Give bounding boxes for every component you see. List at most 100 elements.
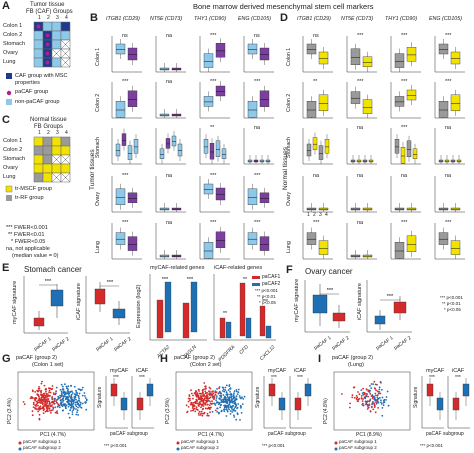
h-point — [190, 392, 193, 395]
i-point — [370, 406, 373, 409]
g-point — [37, 401, 39, 404]
i-point — [381, 414, 384, 417]
d-tick-3: 4 — [325, 212, 328, 218]
h-point — [219, 406, 222, 409]
d-sig-4-0: *** — [313, 220, 320, 226]
d-box — [450, 51, 461, 65]
g-point — [71, 400, 73, 402]
h-box — [304, 383, 312, 397]
i-point — [373, 403, 376, 406]
i-point — [356, 396, 359, 399]
b-box — [215, 231, 226, 249]
h-point — [218, 412, 220, 415]
d-gene-2: THY1 (CD90) — [385, 16, 418, 22]
g-point — [48, 408, 51, 410]
panel-e-title: Stomach cancer — [24, 265, 82, 274]
h-point — [211, 400, 213, 403]
h-point — [200, 403, 203, 406]
h-point — [194, 402, 197, 405]
h-point — [202, 401, 205, 404]
b-sig-1-2: *** — [210, 79, 217, 85]
h-point — [233, 408, 236, 410]
b-box — [115, 100, 126, 118]
h-point — [212, 392, 215, 395]
h-point — [233, 416, 236, 418]
svg-text:***: *** — [262, 299, 268, 305]
h-point — [223, 406, 226, 409]
g-point — [34, 407, 37, 410]
legend-msc-label: CAF group with MSC properties — [15, 73, 68, 86]
h-point — [192, 401, 195, 404]
panel-c-row-colon2: Colon 2 — [3, 147, 23, 153]
g-point — [73, 399, 75, 402]
h-point — [233, 400, 236, 403]
legend-msc-swatch — [6, 73, 12, 79]
i-point — [381, 396, 384, 399]
note-na: na, not applicable — [6, 246, 50, 252]
h-point — [222, 388, 225, 391]
b-sig-2-3: na — [254, 125, 261, 131]
g-point — [81, 402, 84, 405]
g-point — [70, 393, 73, 396]
i-point — [353, 396, 356, 399]
h-point — [229, 391, 232, 393]
g-point — [55, 390, 57, 393]
g-point — [39, 405, 42, 408]
panel-c-col-4: 4 — [65, 130, 68, 136]
h-point — [211, 410, 214, 413]
h-point — [206, 394, 208, 396]
h-point — [203, 397, 206, 400]
i-point — [383, 401, 386, 404]
g-point — [32, 390, 34, 393]
g-point — [74, 401, 77, 404]
g-point — [57, 395, 60, 398]
h-point — [204, 386, 207, 388]
g-point — [85, 408, 88, 411]
h-scatter-frame — [175, 371, 253, 431]
h-point — [206, 392, 209, 394]
g-point — [38, 397, 41, 400]
h-point — [203, 382, 206, 384]
legend-nonpacaf-swatch — [6, 99, 12, 105]
panel-c-row-ovary: Ovary — [3, 165, 18, 171]
g-point — [80, 406, 83, 409]
g-point — [64, 407, 67, 410]
i-xlabel-sub: paCAF subgroup — [426, 431, 464, 437]
panel-h-label: H — [160, 353, 168, 365]
g-point — [81, 386, 84, 389]
b-box — [171, 135, 177, 147]
g-point — [41, 380, 43, 383]
g-point — [78, 404, 81, 407]
g-xlabel-sub: paCAF subgroup — [110, 431, 148, 437]
h-point — [195, 406, 198, 408]
g-point — [52, 409, 54, 411]
h-box-sig-0: *** — [271, 375, 277, 381]
i-point — [374, 411, 377, 414]
panel-b-header: Bone marrow derived mesenchymal stem cel… — [193, 2, 374, 11]
g-point — [39, 390, 42, 393]
g-box — [146, 383, 154, 397]
b-box — [259, 90, 270, 108]
h-point — [241, 396, 243, 399]
i-small-title-0: myCAF — [426, 368, 445, 374]
h-point — [236, 413, 239, 416]
b-box — [247, 100, 258, 118]
b-sig-1-3: *** — [254, 79, 261, 85]
d-box — [318, 145, 324, 160]
i-point — [374, 383, 377, 386]
panel-a-row-ovary: Ovary — [3, 50, 18, 56]
h-point — [194, 410, 197, 413]
svg-text:***: *** — [387, 294, 394, 300]
g-point — [23, 403, 26, 406]
b-box — [215, 140, 221, 158]
d-box — [406, 89, 417, 101]
panel-c-col-2: 2 — [47, 130, 50, 136]
panel-c-col-3: 3 — [56, 130, 59, 136]
i-point — [366, 388, 368, 391]
e-pval-05: * p<0.05 — [259, 300, 276, 305]
h-point — [219, 401, 221, 404]
b-sig-3-3: *** — [254, 173, 261, 179]
g-point — [71, 392, 74, 394]
